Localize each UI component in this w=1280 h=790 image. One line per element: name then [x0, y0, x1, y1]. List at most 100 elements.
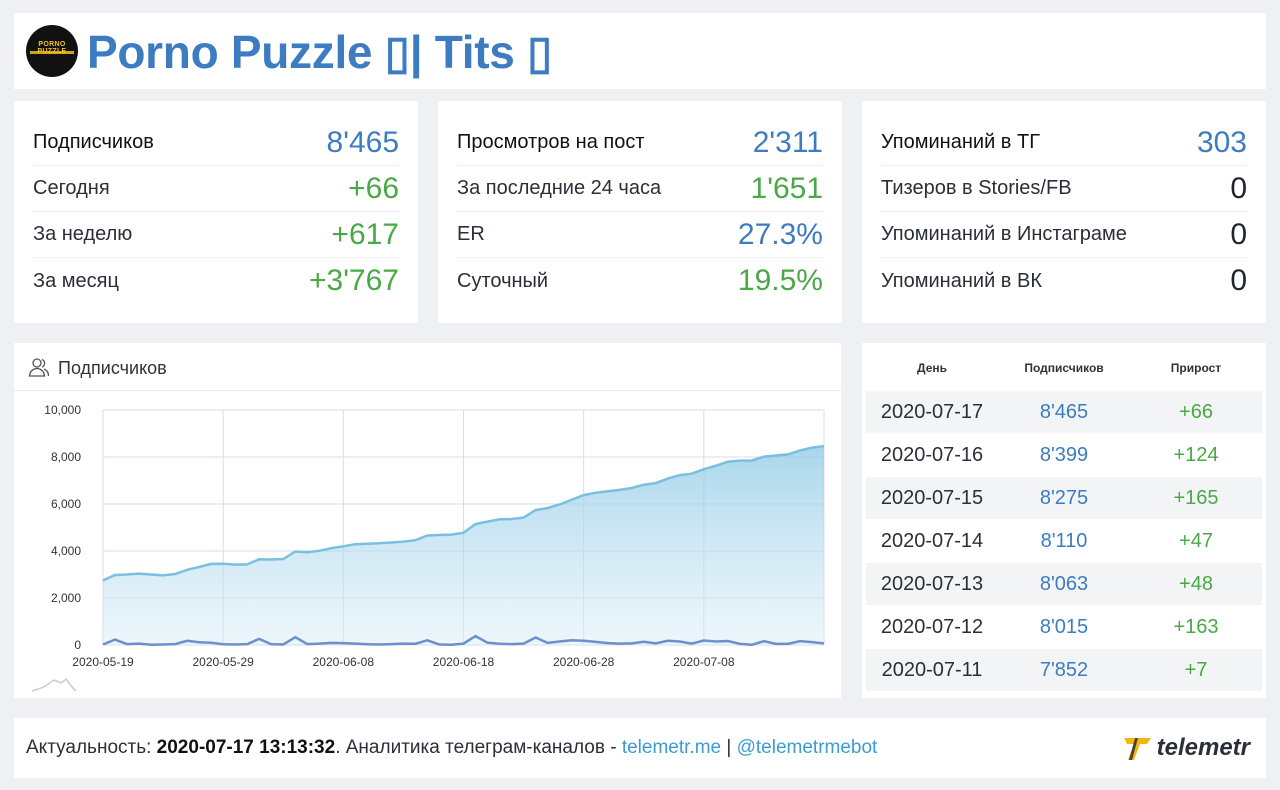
x-tick-label: 2020-05-19	[72, 655, 134, 669]
cell-growth: +48	[1179, 572, 1213, 595]
stat-value: +617	[331, 217, 399, 251]
stat-value: 1'651	[750, 171, 823, 205]
cell-growth: +66	[1179, 400, 1213, 423]
stat-value: 19.5%	[737, 264, 823, 297]
stat-value: +3'767	[309, 264, 399, 297]
cell-subscribers: 8'399	[1039, 443, 1089, 466]
stat-row: Подписчиков 8'465	[33, 120, 399, 166]
table-row: 2020-07-11 7'852 +7	[866, 649, 1262, 692]
daily-table-card: День Подписчиков Прирост 2020-07-17 8'46…	[862, 343, 1266, 698]
stat-value: 0	[1230, 217, 1247, 251]
table-row: 2020-07-12 8'015 +163	[866, 606, 1262, 649]
stat-row: За месяц +3'767	[33, 258, 399, 304]
stat-label: Упоминаний в ТГ	[881, 131, 1041, 153]
stat-label: Тизеров в Stories/FB	[881, 177, 1072, 199]
channel-avatar[interactable]: PORNO PUZZLE	[26, 25, 78, 77]
stat-row: За неделю +617	[33, 212, 399, 258]
stat-value: 27.3%	[737, 217, 823, 251]
stat-value: 2'311	[752, 125, 823, 159]
channel-header: PORNO PUZZLE Porno Puzzle ▯| Tits ▯	[14, 13, 1266, 89]
stat-label: Сегодня	[33, 177, 110, 199]
table-row: 2020-07-14 8'110 +47	[866, 520, 1262, 563]
telemetr-site-link[interactable]: telemetr.me	[621, 737, 722, 758]
stat-label: За последние 24 часа	[457, 177, 662, 199]
cell-subscribers: 7'852	[1039, 658, 1089, 681]
cell-day: 2020-07-13	[880, 572, 984, 595]
table-row: 2020-07-16 8'399 +124	[866, 434, 1262, 477]
stat-label: Суточный	[457, 269, 549, 292]
cell-subscribers: 8'110	[1040, 529, 1088, 552]
stat-value: 8'465	[326, 125, 399, 159]
stat-row: Упоминаний в ВК 0	[881, 258, 1247, 304]
table-row: 2020-07-17 8'465 +66	[866, 391, 1262, 434]
stat-label: Упоминаний в Инстаграме	[881, 223, 1127, 245]
stat-row: Сегодня +66	[33, 166, 399, 212]
cell-growth: +47	[1179, 529, 1213, 552]
chart-header: Подписчиков	[14, 343, 841, 391]
footer-timestamp: 2020-07-17 13:13:32	[156, 737, 336, 758]
stat-row: За последние 24 часа 1'651	[457, 166, 823, 212]
cell-day: 2020-07-11	[881, 658, 983, 681]
footer-bar: Актуальность: 2020-07-17 13:13:32. Анали…	[14, 718, 1266, 778]
table-row: 2020-07-15 8'275 +165	[866, 477, 1262, 520]
cell-subscribers: 8'063	[1039, 572, 1089, 595]
subscribers-chart-card: Подписчиков 10,000 8,000 6,000 4,000 2,000 0 2…	[14, 343, 841, 698]
cell-day: 2020-07-12	[880, 615, 984, 638]
x-tick-label: 2020-06-28	[553, 655, 615, 669]
y-tick-label: 6,000	[51, 497, 81, 511]
subscribers-area-chart[interactable]: 10,000 8,000 6,000 4,000 2,000 0 2020-05-19 202…	[14, 391, 841, 698]
stat-label: Подписчиков	[33, 131, 154, 153]
stat-row: Упоминаний в Инстаграме 0	[881, 212, 1247, 258]
y-tick-label: 0	[74, 638, 81, 652]
stat-value: 303	[1196, 125, 1247, 159]
stat-label: За месяц	[33, 269, 119, 292]
stat-label: ER	[457, 223, 485, 245]
cell-subscribers: 8'275	[1039, 486, 1089, 509]
brand-name: telemetr	[1156, 734, 1250, 761]
telemetr-logo-icon	[1123, 738, 1151, 760]
users-icon	[28, 358, 50, 377]
stat-value: 0	[1230, 171, 1247, 205]
stat-row: Тизеров в Stories/FB 0	[881, 166, 1247, 212]
subscribers-area	[103, 446, 824, 645]
growth-line	[102, 634, 825, 647]
avatar-stripe	[30, 51, 74, 54]
stat-label: Упоминаний в ВК	[881, 269, 1042, 292]
cell-growth: +124	[1173, 443, 1219, 466]
y-tick-label: 2,000	[51, 591, 81, 605]
views-stats-card: Просмотров на пост 2'311 За последние 24…	[438, 101, 842, 323]
y-tick-label: 4,000	[51, 544, 81, 558]
cell-day: 2020-07-16	[880, 443, 984, 466]
subscribers-line	[102, 444, 825, 582]
column-header-growth: Прирост	[1170, 361, 1222, 375]
x-tick-label: 2020-05-29	[192, 655, 254, 669]
telemetr-brand[interactable]: telemetr	[1123, 734, 1250, 762]
column-header-subscribers: Подписчиков	[1024, 361, 1104, 375]
column-header-day: День	[917, 361, 947, 375]
cell-subscribers: 8'015	[1039, 615, 1089, 638]
stat-value: 0	[1230, 264, 1247, 297]
stat-row: Суточный 19.5%	[457, 258, 823, 304]
y-tick-label: 8,000	[51, 450, 81, 464]
cell-subscribers: 8'465	[1039, 400, 1089, 423]
subscribers-stats-card: Подписчиков 8'465 Сегодня +66 За неделю …	[14, 101, 418, 323]
channel-title: Porno Puzzle ▯| Tits ▯	[87, 26, 552, 78]
x-tick-label: 2020-06-18	[433, 655, 495, 669]
cell-day: 2020-07-17	[880, 400, 984, 423]
stat-value: +66	[348, 171, 399, 205]
stat-label: Просмотров на пост	[457, 131, 645, 153]
mentions-stats-card: Упоминаний в ТГ 303 Тизеров в Stories/FB…	[862, 101, 1266, 323]
y-tick-label: 10,000	[44, 403, 81, 417]
cell-day: 2020-07-15	[880, 486, 984, 509]
footer-middle: . Аналитика телеграм-каналов -	[335, 737, 622, 758]
stat-row: Просмотров на пост 2'311	[457, 120, 823, 166]
cell-day: 2020-07-14	[880, 529, 984, 552]
footer-separator: |	[721, 737, 737, 758]
stat-row: Упоминаний в ТГ 303	[881, 120, 1247, 166]
footer-prefix: Актуальность:	[26, 737, 157, 758]
x-tick-label: 2020-06-08	[313, 655, 375, 669]
telemetr-bot-link[interactable]: @telemetrmebot	[736, 737, 878, 758]
cell-growth: +7	[1184, 658, 1208, 681]
cell-growth: +163	[1173, 615, 1219, 638]
cell-growth: +165	[1173, 486, 1219, 509]
